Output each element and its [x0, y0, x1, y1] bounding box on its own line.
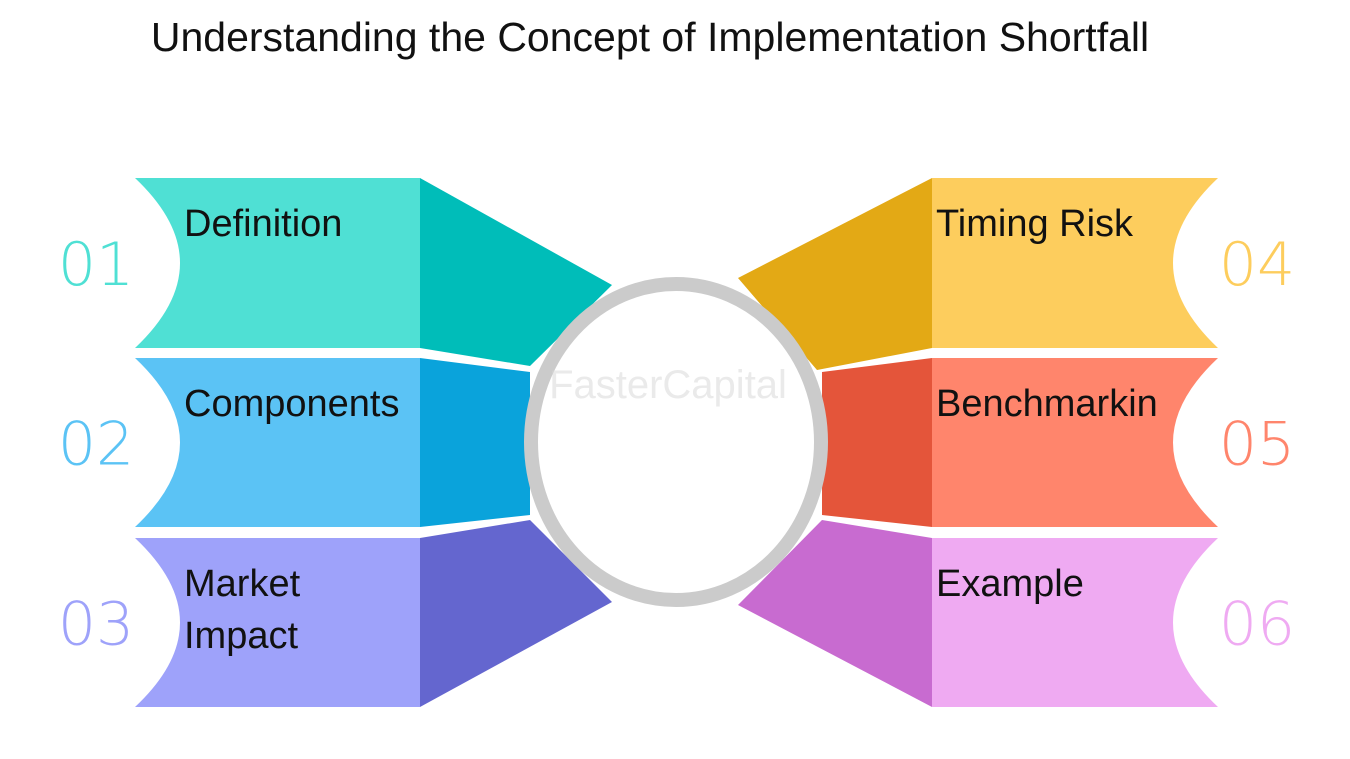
segment-02-wedge: [420, 358, 530, 527]
item-number-03: 03: [58, 590, 134, 660]
segment-02-main: [135, 358, 420, 527]
segment-04-wedge: [738, 178, 932, 370]
item-number-01: 01: [58, 230, 134, 300]
segment-04-main: [932, 178, 1218, 348]
center-ring: [524, 277, 828, 607]
segment-03-main: [135, 538, 420, 707]
item-label-03-line-1: Market: [184, 563, 301, 605]
segment-06-wedge: [738, 520, 932, 707]
segment-05-main: [932, 358, 1218, 527]
segment-03-wedge: [420, 520, 612, 707]
segments-layer: [135, 178, 1218, 707]
item-label-03-line-2: Impact: [184, 615, 298, 657]
item-number-06: 06: [1219, 590, 1295, 660]
item-number-04: 04: [1219, 230, 1295, 300]
segment-01-wedge: [420, 178, 612, 366]
watermark-text: FasterCapital: [549, 363, 787, 407]
item-label-06-line-1: Example: [936, 563, 1084, 605]
item-label-02-line-1: Components: [184, 383, 399, 425]
item-number-02: 02: [58, 410, 134, 480]
watermark-layer: FasterCapital: [549, 363, 787, 407]
item-number-05: 05: [1219, 410, 1295, 480]
segment-05-wedge: [822, 358, 932, 527]
item-label-01-line-1: Definition: [184, 203, 342, 245]
segment-01-main: [135, 178, 420, 348]
labels-layer: 01 Definition 02 Components 03 Market Impact 04…: [58, 203, 1295, 660]
item-label-04-line-1: Timing Risk: [936, 203, 1134, 245]
segment-06-main: [932, 538, 1218, 707]
page-title: Understanding the Concept of Implementat…: [150, 14, 1150, 60]
item-label-05-line-1: Benchmarkin: [936, 383, 1158, 425]
center-ring-circle: [524, 277, 828, 607]
